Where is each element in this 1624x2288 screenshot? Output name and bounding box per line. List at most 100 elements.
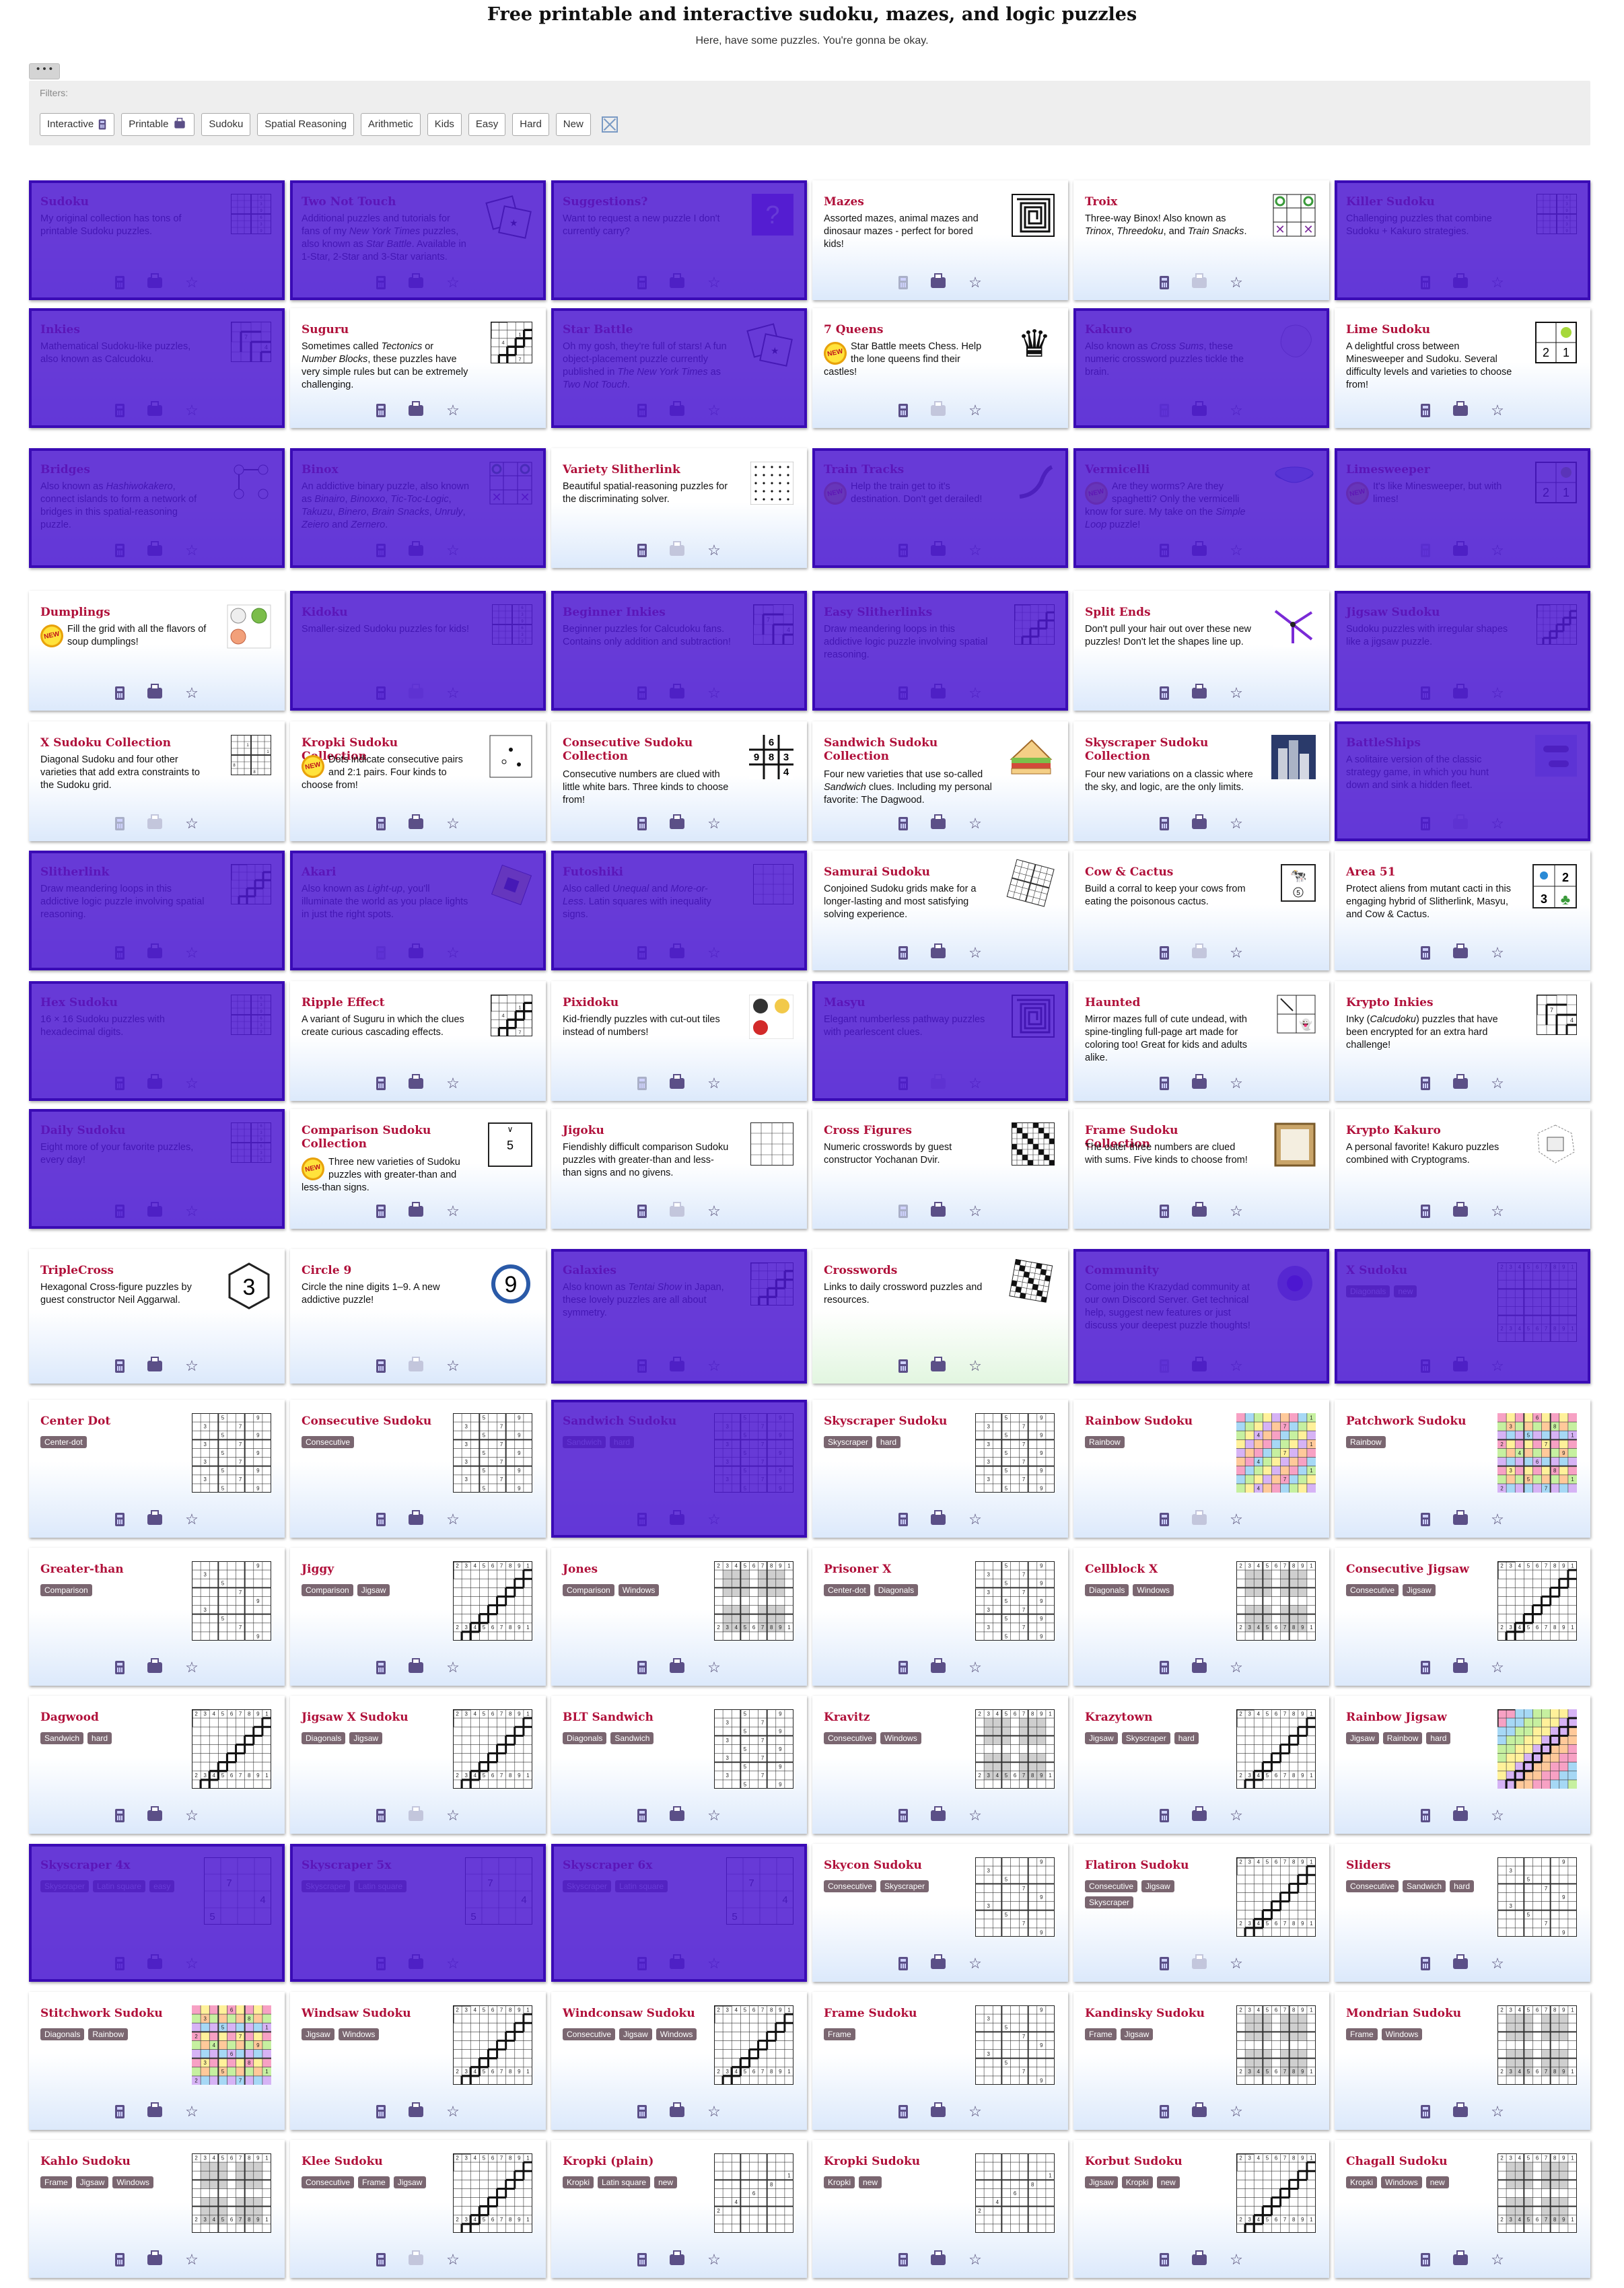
printer-icon[interactable] [931,1074,946,1089]
interactive-icon[interactable] [1421,1077,1431,1090]
star-icon[interactable]: ☆ [968,1511,982,1528]
star-icon[interactable]: ☆ [968,1203,982,1219]
tag[interactable]: Skyscraper [824,1436,873,1448]
tile-title[interactable]: Jigsaw Sudoku [1346,606,1440,619]
tag[interactable]: hard [1450,1880,1475,1892]
star-icon[interactable]: ☆ [707,1203,721,1219]
star-icon[interactable]: ☆ [185,2251,199,2268]
tag[interactable]: Latin square [354,1880,407,1892]
variant-tile-jigsaw-x-sudoku[interactable]: Jigsaw X Sudoku Diagonals Jigsaw 2 3 4 5 6 7 8 9 1 2… [290,1696,546,1834]
star-icon[interactable]: ☆ [446,944,460,961]
variant-tile-windconsaw-sudoku[interactable]: Windconsaw Sudoku Consecutive Jigsaw Window… [551,1992,807,2130]
tag[interactable]: easy [149,1880,175,1892]
filter-new[interactable]: New [555,113,591,136]
printer-icon[interactable] [1192,1510,1207,1525]
interactive-icon[interactable] [376,2105,386,2118]
interactive-icon[interactable] [1421,1661,1431,1674]
star-icon[interactable]: ☆ [1491,1203,1504,1219]
printer-icon[interactable] [931,684,946,699]
tile-title[interactable]: Jones [563,1563,598,1576]
tile-title[interactable]: Haunted [1085,996,1141,1009]
interactive-icon[interactable] [1421,686,1431,700]
printer-icon[interactable] [670,273,685,288]
star-icon[interactable]: ☆ [707,684,721,701]
star-icon[interactable]: ☆ [1491,2251,1504,2268]
clear-filters-icon[interactable] [601,116,618,133]
interactive-icon[interactable] [898,1661,909,1674]
tag[interactable]: Jigsaw [302,2028,334,2040]
tile-title[interactable]: Windsaw Sudoku [302,2007,411,2020]
tile-title[interactable]: Kidoku [302,606,348,619]
tile-title[interactable]: Kakuro [1085,323,1133,336]
star-icon[interactable]: ☆ [185,2103,199,2120]
variant-tile-sandwich-sudoku[interactable]: Sandwich Sudoku Sandwich hard 5 9 3 7 5 9 3 7 5 9 3 7 5… [551,1400,807,1538]
tile-title[interactable]: Two Not Touch [302,195,396,209]
puzzle-tile-sudoku[interactable]: Sudoku My original collection has tons of… [29,180,285,300]
tile-title[interactable]: Hex Sudoku [40,996,118,1009]
tag[interactable]: Consecutive [1346,1584,1399,1596]
tile-title[interactable]: Rainbow Sudoku [1085,1415,1193,1428]
printer-icon[interactable] [931,1357,946,1371]
tag[interactable]: Sandwich [1403,1880,1446,1892]
interactive-icon[interactable] [898,404,909,417]
tile-title[interactable]: Ripple Effect [302,996,385,1009]
variant-tile-kahlo-sudoku[interactable]: Kahlo Sudoku Frame Jigsaw Windows 2 3 4 5 6 7 8 9 1 2… [29,2140,285,2278]
filter-arithmetic[interactable]: Arithmetic [361,113,421,136]
interactive-icon[interactable] [115,1513,125,1526]
tile-title[interactable]: Krypto Kakuro [1346,1124,1441,1137]
star-icon[interactable]: ☆ [707,1807,721,1824]
star-icon[interactable]: ☆ [185,1075,199,1092]
printer-icon[interactable] [670,1202,685,1217]
filter-printable[interactable]: Printable [121,113,195,136]
tile-title[interactable]: Circle 9 [302,1264,352,1277]
puzzle-tile-split-ends[interactable]: Split Ends Don't pull your hair out over … [1073,591,1329,711]
tag[interactable]: Kropki [1121,2176,1153,2188]
tile-title[interactable]: Sudoku [40,195,90,209]
tile-title[interactable]: Frame Sudoku Collection [1085,1124,1178,1151]
tag[interactable]: Skyscraper [302,1880,351,1892]
tag[interactable]: Windows [1381,2028,1423,2040]
star-icon[interactable]: ☆ [1230,2103,1243,2120]
variant-tile-kandinsky-sudoku[interactable]: Kandinsky Sudoku Frame Jigsaw 2 3 4 5 6 7 8 9 1 2 3 4 5… [1073,1992,1329,2130]
printer-icon[interactable] [670,1074,685,1089]
printer-icon[interactable] [670,1954,685,1969]
tile-title[interactable]: Samurai Sudoku [824,865,930,879]
star-icon[interactable]: ☆ [1230,274,1243,291]
star-icon[interactable]: ☆ [1491,2103,1504,2120]
interactive-icon[interactable] [115,817,125,830]
puzzle-tile-triplecross[interactable]: TripleCross Hexagonal Cross-figure puzzle… [29,1249,285,1384]
puzzle-tile-killer-sudoku[interactable]: Killer Sudoku Challenging puzzles that co… [1335,180,1590,300]
tile-title[interactable]: Sandwich Sudoku Collection [824,736,938,763]
tile-title[interactable]: Suggestions? [563,195,648,209]
star-icon[interactable]: ☆ [968,402,982,419]
tag[interactable]: Latin square [598,2176,651,2188]
star-icon[interactable]: ☆ [1230,1807,1243,1824]
printer-icon[interactable] [670,684,685,699]
printer-icon[interactable] [670,2250,685,2265]
tag[interactable]: Latin square [615,1880,668,1892]
tag[interactable]: Center-dot [824,1584,870,1596]
puzzle-tile-vermicelli[interactable]: Vermicelli NEW Are they worms? Are they sp… [1073,448,1329,568]
puzzle-tile-variety-slitherlink[interactable]: Variety Slitherlink Beautiful spatial-rea… [551,448,807,568]
star-icon[interactable]: ☆ [1230,1203,1243,1219]
interactive-icon[interactable] [898,544,909,557]
variant-tile-sliders[interactable]: Sliders Consecutive Sandwich hard 9 3 5 7 9 3 5 7 9 ☆ [1335,1844,1590,1982]
printer-icon[interactable] [147,684,163,699]
tile-title[interactable]: Suguru [302,323,349,336]
tile-title[interactable]: Skycon Sudoku [824,1859,922,1872]
puzzle-tile-train-tracks[interactable]: Train Tracks NEW Help the train get to it'… [812,448,1068,568]
tag[interactable]: Consecutive [1346,1880,1399,1892]
printer-icon[interactable] [670,1357,685,1371]
tile-title[interactable]: Krypto Inkies [1346,996,1434,1009]
interactive-icon[interactable] [376,1957,386,1970]
interactive-icon[interactable] [1160,817,1170,830]
puzzle-tile-lime-sudoku[interactable]: Lime Sudoku A delightful cross between Mi… [1335,308,1590,428]
tile-title[interactable]: Pixidoku [563,996,619,1009]
printer-icon[interactable] [1192,2250,1207,2265]
printer-icon[interactable] [147,2102,163,2117]
interactive-icon[interactable] [898,1957,909,1970]
interactive-icon[interactable] [1160,1077,1170,1090]
printer-icon[interactable] [409,2250,424,2265]
tag[interactable]: Consecutive [302,2176,355,2188]
interactive-icon[interactable] [1160,686,1170,700]
